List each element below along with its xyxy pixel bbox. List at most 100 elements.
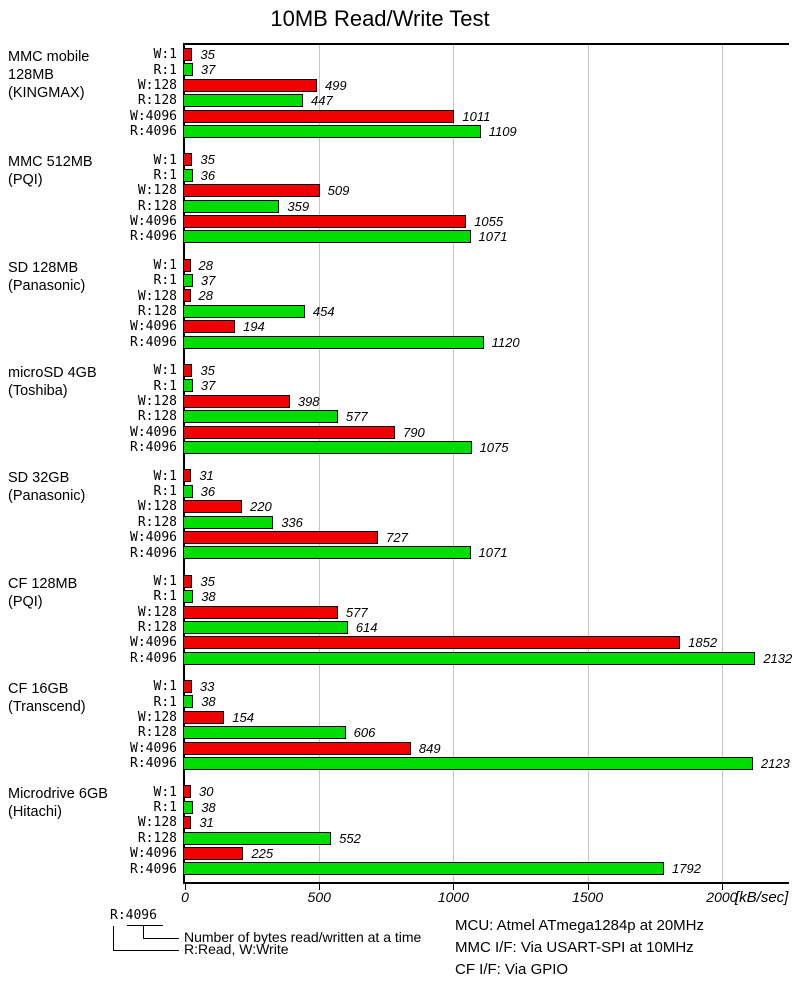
bar-row: W:4096 1852: [0, 635, 790, 650]
read-bar: [183, 410, 338, 424]
bar-row: R:1 36: [0, 168, 790, 183]
read-bar: [183, 440, 472, 454]
bar-row: W:1 28: [0, 258, 790, 273]
bar-row-label: W:1: [153, 784, 177, 800]
write-bar: [183, 710, 225, 724]
legend-bracket-rw: [113, 926, 179, 951]
read-bar: [183, 726, 346, 740]
bar-row-label: R:128: [137, 409, 177, 425]
bar-track: 1011: [183, 109, 787, 124]
bar-value-label: 1071: [478, 229, 508, 245]
x-axis-tick-label: 2000: [706, 889, 738, 905]
bar-value-label: 1071: [478, 545, 508, 561]
bar-value-label: 220: [250, 499, 272, 515]
bar-row: R:4096 1109: [0, 124, 790, 139]
bar-row: R:4096 2132: [0, 651, 792, 666]
bar-row: R:4096 1071: [0, 545, 790, 560]
bar-row-label: W:128: [137, 499, 177, 515]
bar-row-label: W:128: [137, 815, 177, 831]
bar-row-label: R:1: [153, 483, 177, 499]
bar-row-label: W:1: [153, 573, 177, 589]
bar-row: R:4096 1075: [0, 440, 790, 455]
bar-row-label: R:4096: [130, 440, 177, 456]
write-bar: [183, 258, 191, 272]
bar-row-label: R:4096: [130, 756, 177, 772]
bar-row: W:4096 727: [0, 530, 790, 545]
bar-row: W:4096 1011: [0, 109, 790, 124]
group-label: CF 128MB (PQI): [8, 575, 78, 610]
read-bar: [183, 862, 665, 876]
gridline: [721, 45, 723, 882]
bar-row-label: R:128: [137, 620, 177, 636]
bar-row: W:4096 225: [0, 846, 790, 861]
read-bar: [183, 620, 348, 634]
bar-value-label: 1055: [474, 213, 504, 229]
bar-track: 1055: [183, 214, 787, 229]
bar-row-label: R:128: [137, 198, 177, 214]
bar-value-label: 35: [200, 363, 215, 379]
read-bar: [183, 695, 194, 709]
bar-track: 2132: [183, 651, 792, 666]
bar-value-label: 35: [200, 47, 215, 62]
write-bar: [183, 469, 192, 483]
bar-value-label: 225: [251, 845, 274, 861]
bar-row-label: W:1: [153, 152, 177, 168]
gridline: [319, 45, 321, 882]
x-axis-tick: [453, 884, 455, 890]
bar-row: W:128 577: [0, 605, 790, 620]
bar-row-label: R:4096: [130, 229, 177, 245]
bar-track: 577: [183, 605, 787, 620]
bar-track: 154: [183, 710, 787, 725]
bar-row: W:1 33: [0, 679, 790, 694]
bar-track: 37: [183, 378, 787, 393]
bar-row-label: R:128: [137, 725, 177, 741]
write-bar: [183, 320, 236, 334]
bar-track: 336: [183, 515, 787, 530]
bar-value-label: 194: [243, 319, 265, 335]
bar-row-label: W:4096: [130, 319, 177, 335]
bar-track: 31: [183, 815, 787, 830]
bar-track: 225: [183, 846, 787, 861]
bar-row-label: R:128: [137, 830, 177, 846]
bar-group: SD 32GB (Panasonic) W:1 31 R:1 36 W:128 220 R:1…: [0, 468, 790, 560]
bar-row-label: W:4096: [130, 530, 177, 546]
bar-value-label: 509: [327, 183, 350, 199]
bar-track: 36: [183, 484, 787, 499]
read-bar: [183, 484, 193, 498]
bar-value-label: 35: [200, 573, 215, 589]
read-bar: [183, 590, 194, 604]
bar-value-label: 398: [297, 393, 320, 409]
bar-track: 454: [183, 304, 787, 319]
bar-value-label: 36: [200, 483, 216, 499]
bar-row: R:4096 1792: [0, 861, 790, 876]
bar-row: R:128 454: [0, 304, 790, 319]
x-axis-tick: [587, 884, 589, 890]
bar-row: W:1 35: [0, 363, 790, 378]
read-bar: [183, 546, 471, 560]
notes-block: MCU: Atmel ATmega1284p at 20MHz MMC I/F:…: [455, 915, 704, 981]
bar-row-label: W:128: [137, 183, 177, 199]
read-bar: [183, 124, 481, 138]
gridline: [453, 45, 455, 882]
write-bar: [183, 364, 193, 378]
read-bar: [183, 757, 753, 771]
bar-row-label: R:128: [137, 304, 177, 320]
bar-track: 36: [183, 168, 787, 183]
axis-unit-label: [kB/sec]: [735, 889, 789, 906]
bar-value-label: 36: [200, 167, 216, 183]
read-bar: [183, 515, 274, 529]
group-label: MMC 512MB (PQI): [8, 154, 93, 189]
bar-row: R:4096 1071: [0, 229, 790, 244]
bar-track: 37: [183, 273, 787, 288]
write-bar: [183, 846, 244, 860]
bar-track: 359: [183, 199, 787, 214]
bar-group: MMC mobile 128MB (KINGMAX) W:1 35 R:1 37 W:12…: [0, 47, 790, 139]
bar-row-label: R:1: [153, 62, 177, 78]
bar-row-label: W:128: [137, 604, 177, 620]
bar-row-label: R:1: [153, 378, 177, 394]
bar-row: W:128 28: [0, 288, 790, 303]
read-bar: [183, 800, 194, 814]
bar-value-label: 552: [339, 830, 361, 846]
bar-value-label: 28: [198, 257, 213, 273]
bar-row-label: W:1: [153, 468, 177, 484]
